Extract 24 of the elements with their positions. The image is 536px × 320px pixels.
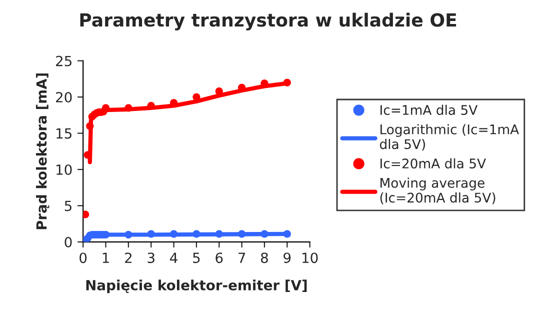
y-tick-label: 25 [56, 56, 72, 66]
legend-label: Ic=1mA dla 5V [380, 104, 478, 115]
y-tick-label: 15 [56, 128, 72, 139]
y-tick-label: 10 [56, 164, 72, 175]
x-tick-label: 3 [148, 252, 154, 264]
x-tick-label: 6 [216, 252, 223, 264]
x-axis-title: Napięcie kolektor-emiter [V] [86, 280, 307, 294]
x-tick-label: 5 [193, 252, 200, 264]
x-tick-label: 2 [125, 252, 132, 263]
x-tick-label: 9 [284, 252, 291, 264]
y-tick-label: 20 [56, 92, 72, 102]
legend-label: Logarithmic (Ic=1mA dla 5V) [380, 124, 519, 151]
y-tick-label: 5 [64, 200, 72, 212]
x-tick-label: 1 [102, 252, 109, 263]
x-tick-label: 8 [260, 252, 268, 264]
x-tick-label: 0 [80, 252, 87, 264]
chart-title: Parametry tranzystora w ukladzie OE [80, 12, 456, 30]
x-tick-label: 10 [302, 252, 318, 264]
x-tick-label: 4 [170, 252, 178, 263]
legend-label: Ic=20mA dla 5V [380, 158, 486, 168]
legend-label: Moving average (Ic=20mA dla 5V) [380, 178, 496, 204]
x-tick-label: 7 [238, 252, 246, 263]
y-axis-title: Prąd kolektora [mA] [36, 73, 50, 230]
y-tick-label: 0 [64, 236, 72, 248]
